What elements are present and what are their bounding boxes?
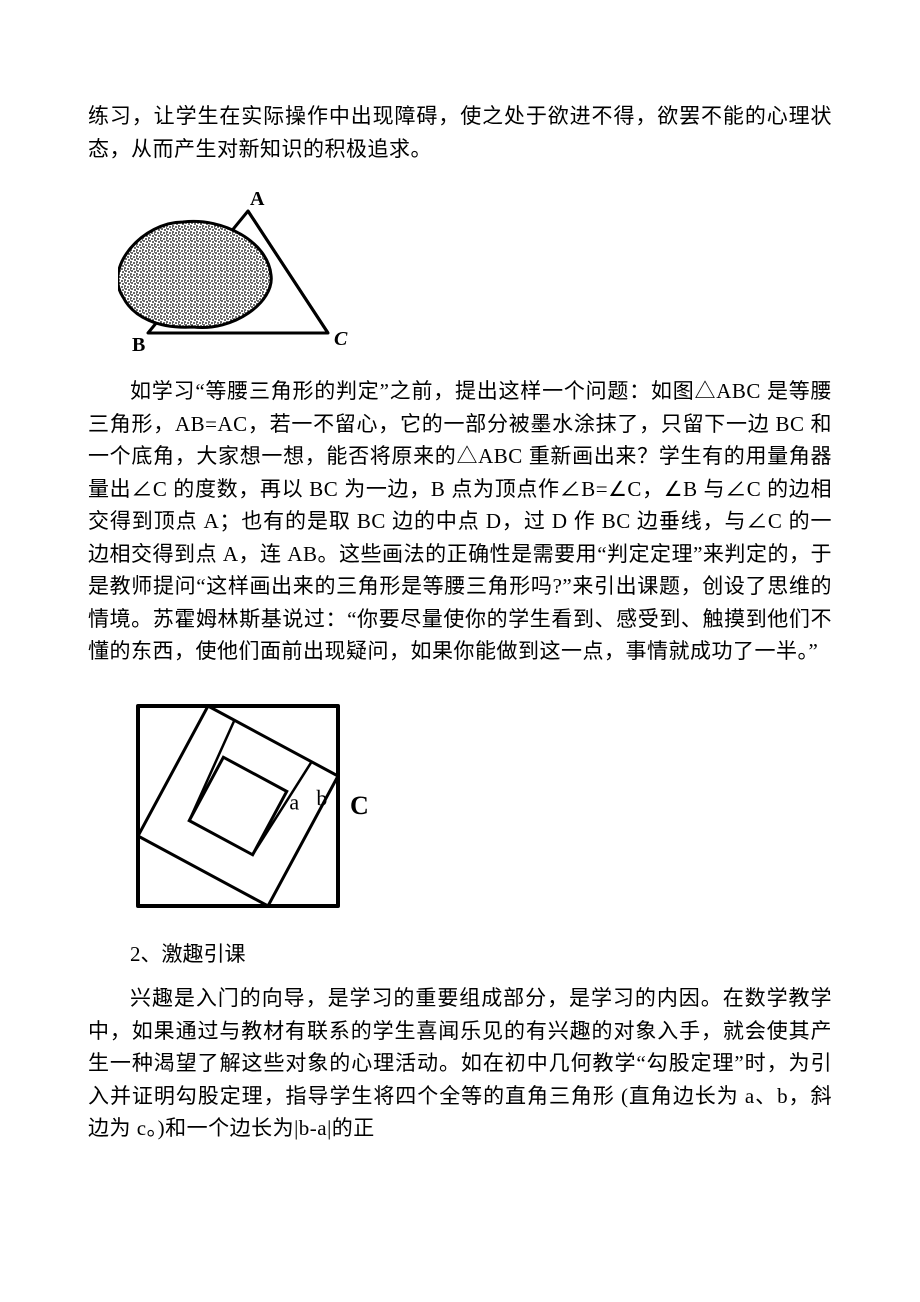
paragraph-isoceles: 如学习“等腰三角形的判定”之前，提出这样一个问题：如图△ABC 是等腰三角形，A… (88, 375, 832, 668)
svg-text:C: C (350, 791, 368, 820)
pythagoras-square-svg: abC (118, 686, 368, 916)
svg-text:a: a (289, 789, 299, 814)
triangle-inkblot-svg: A B C (118, 183, 348, 353)
document-page: 练习，让学生在实际操作中出现障碍，使之处于欲进不得，欲罢不能的心理状态，从而产生… (0, 0, 920, 1241)
svg-text:C: C (334, 328, 348, 350)
paragraph-interest: 兴趣是入门的向导，是学习的重要组成部分，是学习的内因。在数学教学中，如果通过与教… (88, 982, 832, 1145)
svg-text:b: b (316, 786, 327, 811)
svg-text:B: B (132, 334, 145, 353)
figure-pythagoras-square: abC (118, 686, 832, 916)
svg-text:A: A (250, 188, 265, 210)
subheading-2: 2、激趣引课 (88, 938, 832, 968)
figure-triangle-inkblot: A B C (118, 183, 832, 353)
paragraph-intro: 练习，让学生在实际操作中出现障碍，使之处于欲进不得，欲罢不能的心理状态，从而产生… (88, 100, 832, 165)
